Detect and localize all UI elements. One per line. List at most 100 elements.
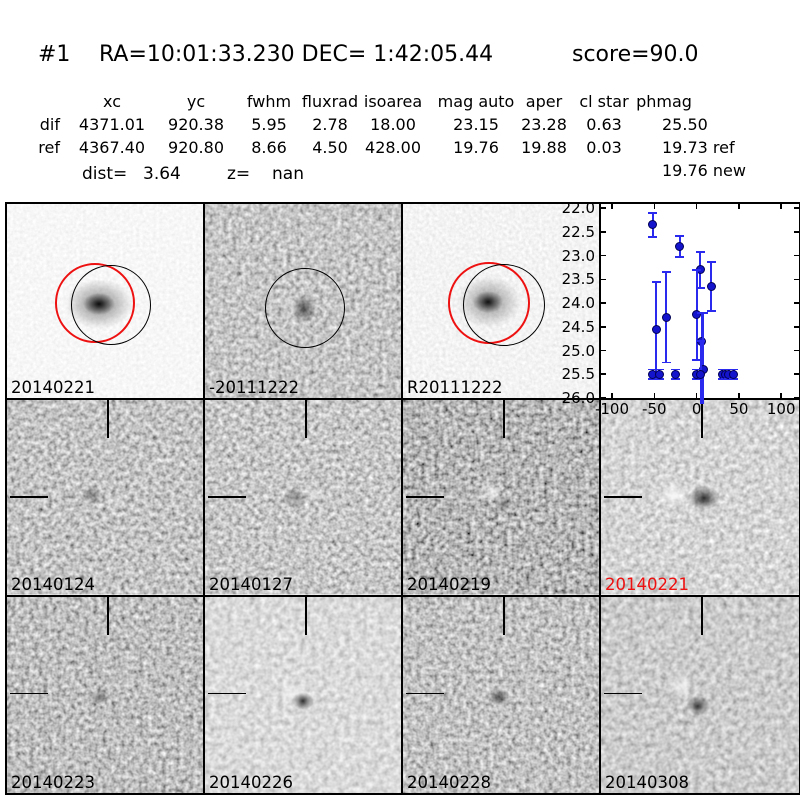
y-axis-tick — [794, 302, 799, 304]
x-axis-tick — [695, 204, 698, 209]
y-axis-tick — [794, 326, 799, 328]
data-point — [706, 282, 716, 292]
x-axis-tick — [780, 204, 783, 209]
x-axis-tick — [653, 393, 656, 399]
errorbar-cap — [692, 359, 702, 361]
cutout-date-label: -20111222 — [209, 378, 299, 398]
data-point — [696, 369, 706, 379]
data-point — [654, 369, 664, 379]
dark-source-blob — [495, 496, 513, 513]
y-axis-tick — [601, 302, 606, 304]
errorbar-cap — [729, 378, 739, 380]
errorbar-cap — [706, 310, 716, 313]
cutout-panel-new-image: 20140221 — [7, 204, 205, 401]
target-tick-horizontal — [604, 496, 642, 498]
table-column-header: phmag — [636, 92, 692, 111]
x-axis-tick — [738, 204, 740, 209]
bright-source-blob — [654, 482, 692, 509]
target-tick-vertical — [107, 400, 109, 439]
cutout-panel-dif-epoch-7: 20140228 — [403, 596, 601, 793]
errorbar-cap — [706, 260, 716, 263]
candidate-score: score=90.0 — [572, 42, 699, 67]
table-column-header: isoarea — [363, 92, 423, 111]
y-tick-label: 22.0 — [561, 199, 595, 218]
cutout-date-label: 20140223 — [11, 772, 95, 792]
errorbar-cap — [651, 280, 661, 283]
y-axis-tick — [601, 278, 606, 281]
y-tick-label: 24.5 — [561, 317, 595, 336]
z-label: z= — [227, 164, 251, 184]
errorbar-cap — [648, 378, 658, 380]
errorbar-cap — [698, 311, 708, 314]
target-tick-vertical — [701, 596, 703, 635]
errorbar-cap — [692, 378, 702, 380]
table-cell: 920.80 — [168, 138, 224, 157]
y-tick-label: 25.5 — [561, 365, 595, 384]
x-axis-tick — [653, 204, 656, 209]
table-cell: 4.50 — [312, 138, 348, 157]
cutout-panel-dif-image: -20111222 — [205, 204, 403, 401]
x-tick-label: -100 — [594, 400, 630, 418]
errorbar-cap — [724, 378, 734, 380]
candidate-number: #1 — [38, 42, 71, 67]
cutout-date-label: 20140127 — [209, 574, 293, 594]
target-tick-vertical — [503, 400, 505, 439]
cutout-panel-dif-epoch-8: 20140308 — [601, 596, 799, 793]
y-tick-label: 26.0 — [561, 389, 595, 407]
table-cell: 4371.01 — [78, 115, 146, 134]
bright-source-blob — [667, 674, 695, 697]
z-value: nan — [272, 164, 304, 184]
target-tick-vertical — [107, 596, 109, 635]
errorbar-cap — [675, 234, 685, 237]
cutout-date-label: 20140226 — [209, 772, 293, 792]
y-tick-label: 23.5 — [561, 270, 595, 289]
y-axis-tick — [601, 254, 606, 257]
dark-source-blob — [686, 695, 710, 716]
table-cell: 920.38 — [168, 115, 224, 134]
target-tick-vertical — [305, 596, 307, 635]
data-point — [670, 369, 680, 379]
table-cell: 18.00 — [370, 115, 416, 134]
black-aperture-circle — [463, 264, 545, 346]
table-cell: 428.00 — [365, 138, 421, 157]
cutout-date-label: 20140124 — [11, 574, 95, 594]
y-axis-tick — [794, 254, 799, 257]
table-column-header: fluxrad — [301, 92, 359, 111]
table-cell: ref — [38, 138, 60, 157]
y-axis-tick — [794, 373, 799, 376]
table-cell: 19.76 new — [662, 161, 746, 180]
cutout-date-label: 20140221 — [605, 574, 689, 594]
y-tick-label: 22.5 — [561, 222, 595, 241]
errorbar-line — [702, 312, 705, 404]
dark-source-blob — [688, 486, 720, 511]
y-axis-tick — [601, 207, 606, 210]
x-axis-tick — [780, 393, 783, 399]
table-column-header: fwhm — [246, 92, 292, 111]
x-tick-label: 0 — [691, 400, 702, 418]
y-tick-label: 24.0 — [561, 294, 595, 313]
errorbar-cap — [724, 368, 734, 371]
black-aperture-circle — [265, 268, 345, 348]
data-point — [661, 312, 671, 322]
errorbar-cap — [695, 251, 705, 253]
cutout-panel-dif-epoch-1: 20140124 — [7, 400, 205, 597]
cutout-date-label: 20140308 — [605, 772, 689, 792]
errorbar-cap — [661, 361, 671, 364]
black-aperture-circle — [71, 265, 151, 345]
dark-source-blob — [488, 687, 510, 706]
table-cell: 19.76 — [453, 138, 499, 157]
x-tick-label: -50 — [642, 400, 667, 418]
target-tick-vertical — [701, 400, 703, 439]
data-point — [692, 310, 702, 320]
cutout-date-label: 20140221 — [11, 378, 95, 398]
dark-source-blob — [292, 691, 314, 710]
bright-source-blob — [104, 494, 126, 511]
y-axis-tick — [794, 349, 799, 352]
x-axis-tick — [695, 393, 698, 399]
cutout-panel-ref-image: R20111222 — [403, 204, 601, 401]
table-cell: 0.03 — [586, 138, 622, 157]
errorbar-cap — [654, 378, 664, 380]
data-point — [675, 241, 685, 251]
target-tick-horizontal — [10, 496, 48, 498]
errorbar-cap — [648, 235, 658, 238]
